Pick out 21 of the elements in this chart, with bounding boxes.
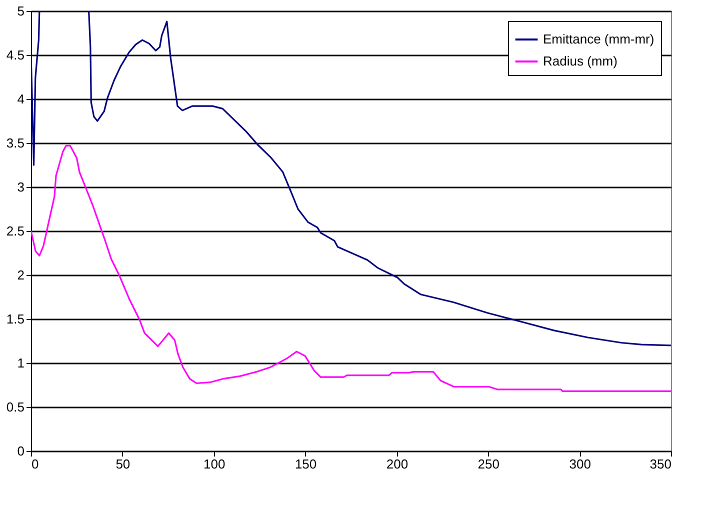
y-tick-label: 1.5 — [6, 312, 24, 326]
y-tick-label: 1 — [17, 356, 24, 370]
x-tick-label: 100 — [204, 456, 226, 472]
legend-label: Radius (mm) — [543, 54, 618, 68]
x-tick-label: 50 — [116, 456, 130, 472]
x-tick-label: 200 — [386, 456, 408, 472]
legend-label: Emittance (mm-mr) — [543, 32, 654, 46]
y-tick-label: 0 — [17, 444, 24, 458]
x-tick-label: 350 — [650, 456, 672, 472]
x-tick-label: 300 — [569, 456, 591, 472]
y-tick-label: 4.5 — [6, 48, 24, 62]
y-tick-label: 4 — [17, 92, 24, 106]
y-tick-label: 5 — [17, 4, 24, 18]
y-tick-label: 2.5 — [6, 224, 24, 238]
x-tick-label: 0 — [32, 456, 39, 472]
x-tick-label: 150 — [294, 456, 317, 472]
y-tick-label: 0.5 — [6, 400, 24, 414]
y-tick-label: 3.5 — [6, 136, 24, 150]
y-tick-label: 2 — [17, 268, 24, 282]
x-tick-label: 250 — [478, 456, 500, 472]
y-tick-label: 3 — [17, 180, 24, 194]
